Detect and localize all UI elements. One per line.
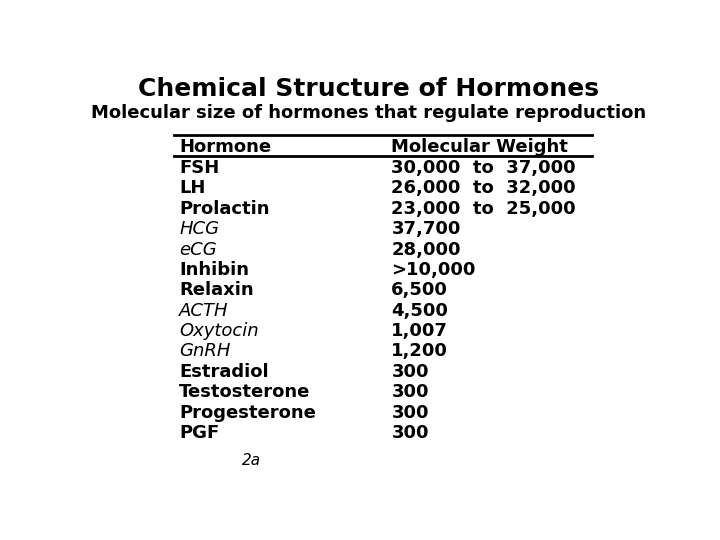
Text: Inhibin: Inhibin: [179, 261, 249, 279]
Text: Chemical Structure of Hormones: Chemical Structure of Hormones: [138, 77, 600, 102]
Text: FSH: FSH: [179, 159, 220, 177]
Text: Oxytocin: Oxytocin: [179, 322, 259, 340]
Text: Molecular Weight: Molecular Weight: [392, 138, 568, 156]
Text: 300: 300: [392, 403, 429, 422]
Text: 300: 300: [392, 383, 429, 401]
Text: 28,000: 28,000: [392, 241, 461, 259]
Text: 300: 300: [392, 363, 429, 381]
Text: ACTH: ACTH: [179, 302, 229, 320]
Text: 26,000  to  32,000: 26,000 to 32,000: [392, 179, 576, 198]
Text: PGF: PGF: [179, 424, 220, 442]
Text: 300: 300: [392, 424, 429, 442]
Text: Progesterone: Progesterone: [179, 403, 316, 422]
Text: 1,200: 1,200: [392, 342, 448, 361]
Text: 37,700: 37,700: [392, 220, 461, 238]
Text: >10,000: >10,000: [392, 261, 476, 279]
Text: 1,007: 1,007: [392, 322, 448, 340]
Text: Relaxin: Relaxin: [179, 281, 254, 299]
Text: eCG: eCG: [179, 241, 217, 259]
Text: Testosterone: Testosterone: [179, 383, 310, 401]
Text: 4,500: 4,500: [392, 302, 448, 320]
Text: Prolactin: Prolactin: [179, 200, 270, 218]
Text: 30,000  to  37,000: 30,000 to 37,000: [392, 159, 576, 177]
Text: 2a: 2a: [242, 453, 261, 468]
Text: HCG: HCG: [179, 220, 220, 238]
Text: GnRH: GnRH: [179, 342, 230, 361]
Text: Estradiol: Estradiol: [179, 363, 269, 381]
Text: 23,000  to  25,000: 23,000 to 25,000: [392, 200, 576, 218]
Text: Molecular size of hormones that regulate reproduction: Molecular size of hormones that regulate…: [91, 104, 647, 122]
Text: LH: LH: [179, 179, 206, 198]
Text: Hormone: Hormone: [179, 138, 271, 156]
Text: 6,500: 6,500: [392, 281, 448, 299]
